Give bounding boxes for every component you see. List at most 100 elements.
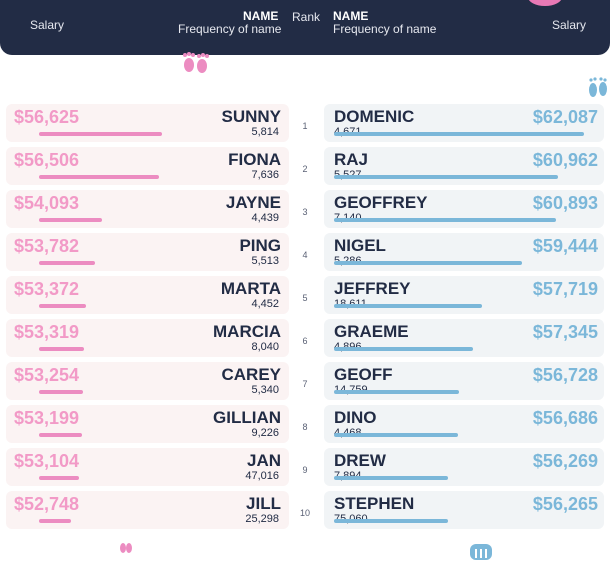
female-salary: $56,625 [14, 107, 80, 127]
female-row: $53,254 CAREY 5,340 [6, 362, 289, 400]
female-row: $53,199 GILLIAN 9,226 [6, 405, 289, 443]
male-name: DREW [334, 451, 386, 470]
female-frequency: 47,016 [245, 470, 279, 482]
male-row: $56,269DREW7,894 [324, 448, 604, 486]
left-name-header: NAME [243, 9, 279, 23]
right-name-header: NAME [333, 9, 369, 23]
male-name: GEOFFREY [334, 193, 428, 212]
male-name: NIGEL [334, 236, 386, 255]
male-row: $60,893GEOFFREY7,140 [324, 190, 604, 228]
female-name: MARCIA [213, 322, 281, 341]
male-name: DINO [334, 408, 377, 427]
rank-number: 6 [302, 336, 308, 346]
male-salary-bar [334, 519, 448, 523]
male-salary: $56,686 [532, 408, 598, 428]
male-salary-bar [334, 261, 522, 265]
pink-blob-decoration [528, 0, 562, 6]
male-salary-bar [334, 175, 558, 179]
male-salary-bar [334, 347, 473, 351]
female-frequency: 4,452 [251, 298, 279, 310]
female-frequency: 8,040 [251, 341, 279, 353]
rank-number: 7 [302, 379, 308, 389]
female-salary-bar [39, 476, 79, 480]
baby-footprint-blue-icon [470, 544, 492, 560]
rank-number: 2 [302, 164, 308, 174]
female-name: SUNNY [221, 107, 281, 126]
female-salary: $56,506 [14, 150, 80, 170]
female-salary: $52,748 [14, 494, 80, 514]
female-frequency: 5,814 [251, 126, 279, 138]
female-name: GILLIAN [213, 408, 281, 427]
rank-number: 3 [302, 207, 308, 217]
male-row: $57,345GRAEME4,896 [324, 319, 604, 357]
male-salary: $62,087 [532, 107, 598, 127]
male-name: RAJ [334, 150, 369, 169]
female-salary: $53,254 [14, 365, 80, 385]
left-frequency-header: Frequency of name [178, 22, 282, 36]
female-name: PING [239, 236, 281, 255]
male-salary: $59,444 [532, 236, 598, 256]
female-salary-bar [39, 519, 71, 523]
male-row: $59,444NIGEL5,286 [324, 233, 604, 271]
male-salary-bar [334, 218, 556, 222]
female-salary: $53,372 [14, 279, 80, 299]
rank-number: 1 [302, 121, 308, 131]
rank-header: Rank [292, 10, 321, 24]
female-row: $56,506 FIONA 7,636 [6, 147, 289, 185]
male-salary-bar [334, 132, 584, 136]
female-name: JAYNE [225, 193, 281, 212]
female-frequency: 5,340 [251, 384, 279, 396]
rank-number: 5 [302, 293, 308, 303]
female-row: $53,104 JAN 47,016 [6, 448, 289, 486]
male-salary: $56,265 [532, 494, 598, 514]
male-salary: $56,269 [532, 451, 598, 471]
baby-feet-blue-icon [589, 77, 607, 97]
female-salary-bar [39, 390, 83, 394]
male-row: $56,686DINO4,468 [324, 405, 604, 443]
female-row: $54,093 JAYNE 4,439 [6, 190, 289, 228]
male-name: GEOFF [334, 365, 393, 384]
female-salary: $53,319 [14, 322, 80, 342]
male-row: $56,265STEPHEN75,060 [324, 491, 604, 529]
female-salary: $54,093 [14, 193, 80, 213]
female-frequency: 5,513 [251, 255, 279, 267]
male-salary: $60,893 [532, 193, 598, 213]
female-salary-bar [39, 175, 159, 179]
female-name: CAREY [221, 365, 281, 384]
male-row: $56,728GEOFF14,759 [324, 362, 604, 400]
female-name: FIONA [228, 150, 281, 169]
female-salary-bar [39, 304, 86, 308]
right-salary-header: Salary [552, 18, 587, 32]
male-salary-bar [334, 390, 459, 394]
female-salary: $53,782 [14, 236, 80, 256]
female-name: JAN [246, 451, 281, 470]
male-row: $62,087DOMENIC4,671 [324, 104, 604, 142]
header-banner: Salary NAME Frequency of name Rank NAME … [0, 0, 610, 55]
female-row: $53,372 MARTA 4,452 [6, 276, 289, 314]
male-row: $60,962RAJ5,527 [324, 147, 604, 185]
rank-number: 8 [302, 422, 308, 432]
baby-feet-pink-icon [183, 52, 209, 73]
female-row: $53,319 MARCIA 8,040 [6, 319, 289, 357]
female-row: $52,748 JILL 25,298 [6, 491, 289, 529]
female-salary-bar [39, 347, 84, 351]
female-frequency: 9,226 [251, 427, 279, 439]
female-frequency: 25,298 [245, 513, 279, 525]
female-frequency: 7,636 [251, 169, 279, 181]
right-frequency-header: Frequency of name [333, 22, 437, 36]
female-name: JILL [246, 494, 281, 513]
male-name: JEFFREY [334, 279, 411, 298]
female-salary: $53,104 [14, 451, 80, 471]
male-row: $57,719JEFFREY18,611 [324, 276, 604, 314]
rank-number: 10 [299, 508, 310, 518]
male-name: GRAEME [334, 322, 409, 341]
male-salary: $56,728 [532, 365, 598, 385]
female-salary-bar [39, 218, 102, 222]
baby-footprint-pink-icon [120, 543, 132, 553]
rank-number: 4 [302, 250, 308, 260]
female-salary-bar [39, 132, 162, 136]
male-salary-bar [334, 304, 482, 308]
male-salary: $57,345 [532, 322, 598, 342]
male-salary: $57,719 [532, 279, 598, 299]
left-salary-header: Salary [30, 18, 65, 32]
